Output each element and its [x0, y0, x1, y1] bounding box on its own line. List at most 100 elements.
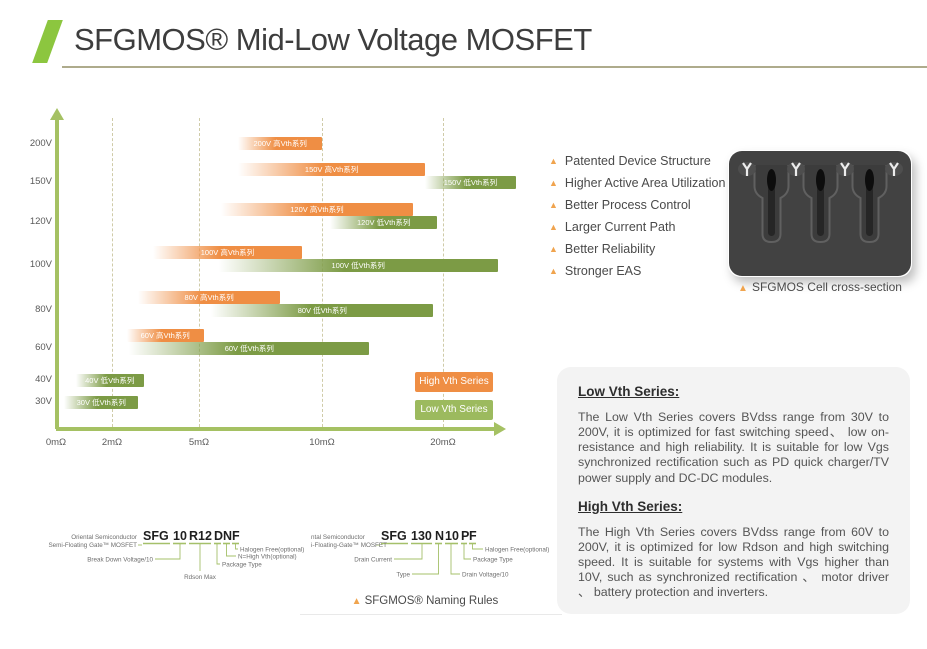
vth-series-info-box: Low Vth Series: The Low Vth Series cover…: [557, 367, 910, 614]
high-vth-heading: High Vth Series:: [578, 498, 683, 514]
feature-item: ▲ Stronger EAS: [549, 263, 725, 279]
feature-list: ▲ Patented Device Structure ▲ Higher Activ…: [549, 153, 725, 285]
part-segment: SFG: [381, 529, 407, 543]
triangle-bullet-icon: ▲: [738, 283, 748, 294]
label-halogen-free: Halogen Free(optional): [240, 547, 304, 554]
triangle-bullet-icon: ▲: [351, 596, 362, 607]
chart-bar-100v-low-vth: 100V 低Vth系列: [218, 259, 498, 272]
feature-label: Stronger EAS: [564, 264, 642, 278]
label-drain-voltage: Drain Voltage/10: [462, 572, 509, 579]
chart-bar-150v-low-vth: 150V 低Vth系列: [424, 176, 516, 189]
label-halogen-free: Halogen Free(optional): [485, 547, 549, 554]
page-title: SFGMOS® Mid-Low Voltage MOSFET: [74, 22, 592, 57]
triangle-bullet-icon: ▲: [549, 156, 558, 166]
feature-item: ▲ Patented Device Structure: [549, 153, 725, 169]
x-tick-label: 2mΩ: [101, 437, 123, 448]
y-tick-label: 40V: [35, 374, 52, 385]
triangle-bullet-icon: ▲: [549, 178, 558, 188]
triangle-bullet-icon: ▲: [549, 222, 558, 232]
contact-marks: [738, 162, 903, 176]
label-package-type: Package Type: [473, 557, 513, 564]
chart-bar-80v-low-vth: 80V 低Vth系列: [211, 304, 434, 317]
y-tick-label: 60V: [35, 342, 52, 353]
feature-label: Better Reliability: [564, 242, 656, 256]
feature-label: Higher Active Area Utilization: [564, 176, 726, 190]
y-axis: [55, 119, 59, 429]
triangle-bullet-icon: ▲: [549, 266, 558, 276]
legend-low-vth-series: Low Vth Series: [415, 400, 493, 420]
y-tick-label: 30V: [35, 396, 52, 407]
x-axis-arrow: [494, 422, 506, 436]
header-divider: [62, 66, 927, 68]
feature-item: ▲ Better Process Control: [549, 197, 725, 213]
cross-section-caption-text: SFGMOS Cell cross-section: [751, 280, 902, 294]
chart-bar-100v-high-vth: 100V 高Vth系列: [152, 246, 303, 259]
part-segment: 10: [173, 529, 187, 543]
x-tick-label: 20mΩ: [430, 437, 456, 448]
chart-bar-60v-high-vth: 60V 高Vth系列: [126, 329, 204, 342]
x-axis: [56, 427, 496, 431]
part-segment: SFG: [143, 529, 169, 543]
high-vth-description: The High Vth Series covers BVdss range f…: [578, 524, 889, 600]
y-tick-label: 80V: [35, 304, 52, 315]
chart-bar-40v-low-vth: 40V 低Vth系列: [75, 374, 144, 387]
y-tick-label: 200V: [29, 138, 52, 149]
label-maker-line1: Oriental Semiconductor: [71, 534, 137, 541]
triangle-bullet-icon: ▲: [549, 200, 558, 210]
feature-label: Better Process Control: [564, 198, 691, 212]
part-segment: R12: [189, 529, 212, 543]
legend-high-vth-series: High Vth Series: [415, 372, 493, 392]
x-tick-label: 5mΩ: [188, 437, 210, 448]
gridline-10mohm: [322, 118, 323, 427]
gridline-2mohm: [112, 118, 113, 427]
naming-diagram-1: SFG 10 R12 D N F Oriental Semiconductor …: [48, 529, 304, 581]
y-tick-label: 100V: [29, 259, 52, 270]
label-maker-line2: i-Floating-Gate™ MOSFET: [311, 542, 387, 549]
chart-bar-200v-high-vth: 200V 高Vth系列: [238, 137, 322, 150]
part-segment: 130: [411, 529, 432, 543]
feature-label: Larger Current Path: [564, 220, 676, 234]
part-segment: N: [223, 529, 232, 543]
low-vth-heading: Low Vth Series:: [578, 384, 680, 399]
label-package-type: Package Type: [222, 562, 262, 569]
x-tick-label: 0mΩ: [45, 437, 67, 448]
bottom-divider: [300, 614, 562, 615]
low-vth-description: The Low Vth Series covers BVdss range fr…: [578, 410, 889, 485]
x-tick-label: 10mΩ: [309, 437, 335, 448]
gridline-5mohm: [199, 118, 200, 427]
label-drain-current: Drain Current: [354, 557, 392, 564]
chart-bar-120v-high-vth: 120V 高Vth系列: [221, 203, 413, 216]
naming-diagram-2: SFG 130 N 10 P F ntal Semiconductor i-Fl…: [311, 529, 549, 579]
naming-rules-caption: ▲ SFGMOS® Naming Rules: [340, 595, 510, 607]
label-maker-line1: ntal Semiconductor: [311, 534, 365, 541]
feature-item: ▲ Larger Current Path: [549, 219, 725, 235]
y-tick-label: 150V: [29, 176, 52, 187]
chart-bar-150v-high-vth: 150V 高Vth系列: [238, 163, 425, 176]
label-n-high-vth: N=High Vth(optional): [238, 554, 297, 561]
chart-bar-120v-low-vth: 120V 低Vth系列: [330, 216, 437, 229]
header-slash-accent: [32, 20, 63, 63]
y-axis-arrow: [50, 108, 64, 120]
feature-item: ▲ Better Reliability: [549, 241, 725, 257]
y-tick-label: 120V: [29, 216, 52, 227]
naming-rules-caption-text: SFGMOS® Naming Rules: [364, 595, 499, 607]
part-segment: N: [435, 529, 444, 543]
chart-bar-80v-high-vth: 80V 高Vth系列: [138, 291, 281, 304]
chart-bar-30v-low-vth: 30V 低Vth系列: [64, 396, 139, 409]
label-rdson-max: Rdson Max: [184, 574, 217, 581]
part-segment: D: [214, 529, 223, 543]
part-segment: F: [232, 529, 240, 543]
feature-item: ▲ Higher Active Area Utilization: [549, 175, 725, 191]
label-type: Type: [396, 572, 410, 579]
cross-section-caption: ▲ SFGMOS Cell cross-section: [724, 280, 916, 294]
chart-bar-60v-low-vth: 60V 低Vth系列: [129, 342, 370, 355]
part-segment: P: [461, 529, 469, 543]
label-breakdown-voltage: Break Down Voltage/10: [87, 557, 153, 564]
label-maker-line2: Semi-Floating Gate™ MOSFET: [48, 542, 137, 549]
cell-cross-section-image: [729, 151, 911, 276]
part-segment: F: [469, 529, 477, 543]
feature-label: Patented Device Structure: [564, 154, 711, 168]
part-segment: 10: [445, 529, 459, 543]
gridline-20mohm: [443, 118, 444, 427]
